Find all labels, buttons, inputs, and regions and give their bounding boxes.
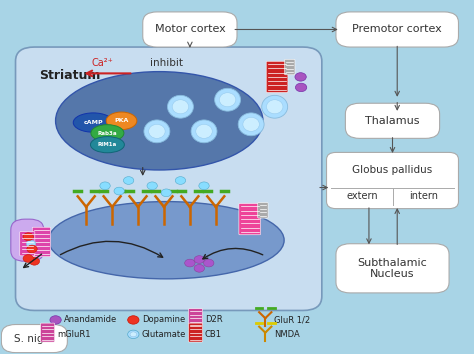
FancyBboxPatch shape: [336, 12, 458, 47]
Text: intern: intern: [409, 191, 438, 201]
Circle shape: [203, 259, 214, 267]
Ellipse shape: [191, 120, 217, 143]
Text: mGluR1: mGluR1: [57, 330, 91, 339]
Text: PKA: PKA: [114, 118, 129, 123]
FancyBboxPatch shape: [336, 244, 449, 293]
FancyBboxPatch shape: [143, 12, 237, 47]
FancyBboxPatch shape: [346, 103, 439, 138]
Text: Subthalamic
Nucleus: Subthalamic Nucleus: [357, 257, 428, 279]
Circle shape: [123, 177, 134, 184]
FancyBboxPatch shape: [189, 309, 202, 328]
Text: Anandamide: Anandamide: [64, 315, 117, 325]
Text: Striatum: Striatum: [39, 69, 100, 82]
Text: D2R: D2R: [205, 315, 223, 325]
Ellipse shape: [91, 125, 124, 142]
FancyBboxPatch shape: [32, 227, 51, 257]
Text: CB1: CB1: [205, 330, 222, 339]
FancyBboxPatch shape: [1, 325, 67, 353]
Ellipse shape: [243, 117, 259, 131]
Circle shape: [185, 259, 195, 267]
Circle shape: [128, 330, 139, 338]
Circle shape: [147, 182, 157, 190]
Ellipse shape: [262, 95, 288, 118]
Ellipse shape: [238, 113, 264, 136]
Circle shape: [161, 189, 172, 197]
Circle shape: [194, 256, 204, 263]
FancyBboxPatch shape: [40, 323, 55, 342]
FancyBboxPatch shape: [20, 232, 35, 256]
Circle shape: [194, 264, 204, 272]
Ellipse shape: [144, 120, 170, 143]
Ellipse shape: [149, 124, 165, 138]
Text: Ca²⁺: Ca²⁺: [92, 58, 114, 68]
Text: NMDA: NMDA: [274, 330, 300, 339]
Ellipse shape: [55, 72, 263, 170]
FancyBboxPatch shape: [266, 61, 288, 92]
Ellipse shape: [196, 124, 212, 138]
Circle shape: [295, 73, 306, 81]
Text: S. nigra: S. nigra: [14, 333, 55, 344]
Text: GluR 1/2: GluR 1/2: [274, 315, 310, 325]
Circle shape: [29, 257, 39, 265]
Text: extern: extern: [346, 191, 378, 201]
Text: Globus pallidus: Globus pallidus: [352, 165, 433, 175]
Circle shape: [128, 316, 139, 324]
Text: cAMP: cAMP: [83, 120, 103, 125]
Ellipse shape: [215, 88, 240, 111]
Text: Motor cortex: Motor cortex: [155, 24, 225, 34]
Text: Rab3a: Rab3a: [98, 131, 117, 136]
Text: Premotor cortex: Premotor cortex: [352, 24, 442, 34]
Circle shape: [295, 83, 307, 92]
Text: Thalamus: Thalamus: [365, 116, 420, 126]
Text: Dopamine: Dopamine: [142, 315, 185, 325]
FancyBboxPatch shape: [327, 153, 458, 209]
Circle shape: [27, 245, 37, 253]
Ellipse shape: [48, 201, 284, 279]
Ellipse shape: [172, 100, 189, 114]
FancyBboxPatch shape: [258, 202, 268, 218]
Text: RIM1a: RIM1a: [98, 142, 117, 147]
Circle shape: [130, 332, 137, 337]
Text: inhibit: inhibit: [150, 58, 183, 68]
Ellipse shape: [219, 93, 236, 107]
Ellipse shape: [167, 95, 193, 118]
Ellipse shape: [266, 100, 283, 114]
Ellipse shape: [106, 112, 137, 130]
Circle shape: [23, 255, 34, 262]
Circle shape: [23, 233, 34, 241]
Circle shape: [175, 177, 186, 184]
FancyBboxPatch shape: [189, 323, 202, 342]
Circle shape: [199, 182, 209, 190]
Circle shape: [50, 316, 61, 324]
FancyBboxPatch shape: [239, 204, 261, 235]
Ellipse shape: [91, 137, 124, 153]
Ellipse shape: [73, 113, 113, 132]
Circle shape: [114, 187, 124, 195]
Text: Glutamate: Glutamate: [142, 330, 186, 339]
FancyBboxPatch shape: [16, 47, 322, 310]
Circle shape: [100, 182, 110, 190]
Circle shape: [27, 240, 36, 247]
FancyBboxPatch shape: [11, 219, 44, 261]
FancyBboxPatch shape: [284, 59, 295, 75]
